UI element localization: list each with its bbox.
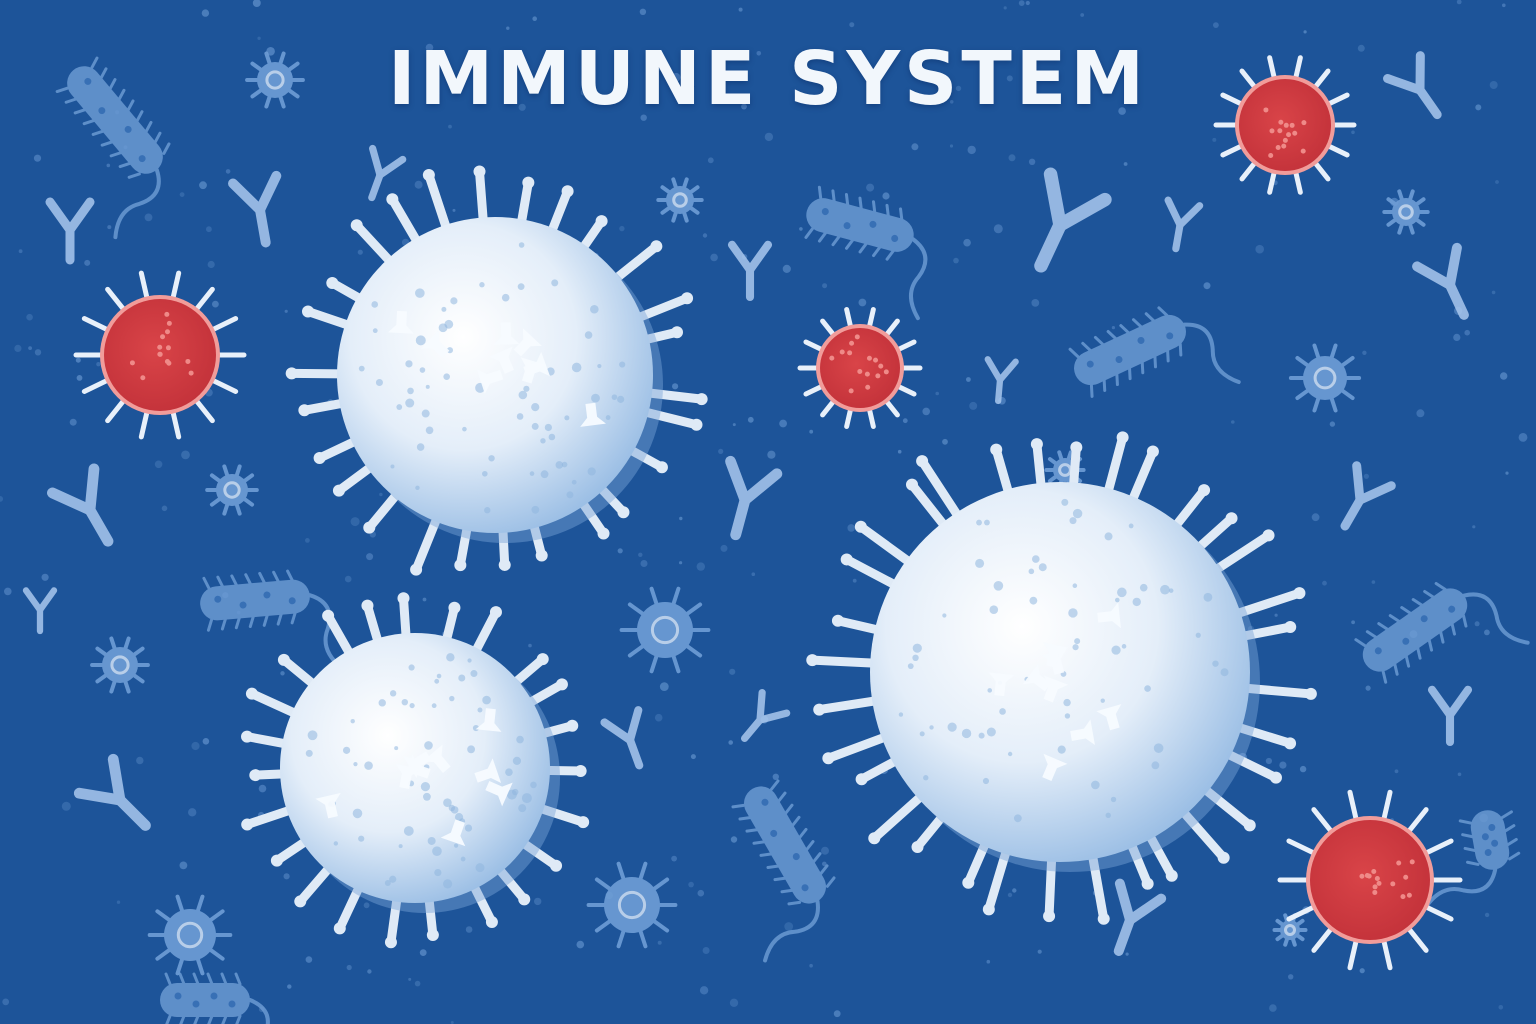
antibody-icon <box>368 144 407 202</box>
antibody-icon <box>1034 167 1112 273</box>
antibody-icon <box>725 455 783 541</box>
antibody-icon <box>1383 51 1442 120</box>
white-blood-cell-icon <box>806 431 1317 925</box>
germ-icon <box>656 177 704 223</box>
virus-icon <box>73 270 247 440</box>
bacterium-icon <box>1068 306 1241 398</box>
antibody-icon <box>1113 878 1167 956</box>
antibody-icon <box>228 170 282 248</box>
white-blood-cell-icon <box>285 165 708 576</box>
virus-icon <box>1213 55 1357 195</box>
antibody-icon <box>1164 196 1204 253</box>
germ-icon <box>90 636 150 694</box>
antibody-icon <box>600 706 644 770</box>
virus-icon <box>797 307 923 429</box>
page-title: IMMUNE SYSTEM <box>388 36 1148 122</box>
germ-icon <box>205 464 259 516</box>
white-blood-cell-icon <box>241 592 590 949</box>
virus-layer <box>73 55 1463 971</box>
germ-icon <box>147 894 233 976</box>
background-microbes <box>22 51 1530 1024</box>
antibody-icon <box>740 688 791 742</box>
antibody-icon <box>73 753 151 831</box>
bacterium-icon <box>1423 810 1521 910</box>
bacterium-icon <box>731 779 836 963</box>
antibody-icon <box>47 463 114 547</box>
antibody-icon <box>1412 242 1469 320</box>
germ-icon <box>245 51 305 109</box>
bacterium-icon <box>804 185 928 321</box>
antibody-icon <box>1340 461 1396 531</box>
bacterium-icon <box>55 56 171 240</box>
bacterium-icon <box>200 569 344 670</box>
germ-icon <box>619 586 711 674</box>
antibody-icon <box>1427 685 1473 747</box>
germ-icon <box>1288 343 1362 413</box>
antibody-icon <box>45 197 95 265</box>
virus-icon <box>1277 789 1463 971</box>
antibody-icon <box>727 240 773 302</box>
germ-icon <box>586 861 678 949</box>
antibody-icon <box>984 356 1019 405</box>
bacterium-icon <box>160 972 270 1024</box>
bacterium-icon <box>1354 581 1530 684</box>
antibody-icon <box>22 587 58 635</box>
white-cell-layer <box>241 165 1317 949</box>
germ-icon <box>1382 189 1430 235</box>
